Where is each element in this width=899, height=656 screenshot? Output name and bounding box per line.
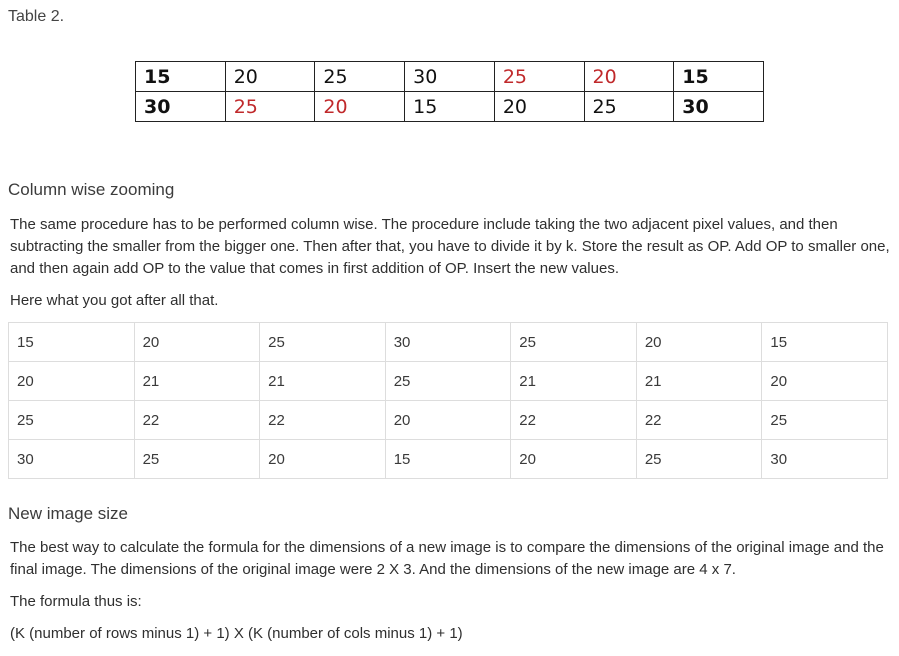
table-2-cell: 30	[673, 91, 764, 122]
zoom-table-cell: 20	[8, 361, 135, 401]
table-2-cell: 25	[224, 91, 316, 122]
zoom-table-cell: 20	[384, 400, 512, 440]
table-2-cell: 25	[493, 61, 585, 92]
zoom-table-cell: 21	[133, 361, 261, 401]
table-2: 15 20 25 30 25 20 15 30 25 20 15 20 25 30	[135, 61, 764, 122]
procedure-paragraph: The same procedure has to be performed c…	[10, 216, 890, 277]
zoom-table-cell: 20	[133, 322, 261, 362]
table-2-cell: 15	[404, 91, 495, 122]
zoom-table-row: 25 22 22 20 22 22 25	[8, 400, 888, 440]
image-size-paragraph: The best way to calculate the formula fo…	[10, 539, 884, 578]
zoom-table-cell: 22	[133, 400, 261, 440]
table-2-cell: 25	[314, 61, 406, 92]
zoom-table-cell: 25	[8, 400, 135, 440]
zoom-table-cell: 20	[635, 322, 763, 362]
formula-text: (K (number of rows minus 1) + 1) X (K (n…	[10, 625, 463, 642]
zoom-table-cell: 21	[259, 361, 386, 401]
zoom-table-cell: 20	[761, 361, 888, 401]
zoom-table-row: 20 21 21 25 21 21 20	[8, 361, 888, 401]
zoom-table-cell: 21	[635, 361, 763, 401]
zoom-table-cell: 15	[761, 322, 888, 362]
section-heading-new-image-size: New image size	[8, 504, 128, 523]
zoom-table-cell: 15	[8, 322, 135, 362]
zoom-table-cell: 22	[259, 400, 386, 440]
zoomed-result-table: 15 20 25 30 25 20 15 20 21 21 25 21 21 20 25 22 22 20 22 22…	[8, 322, 888, 479]
zoom-table-cell: 20	[510, 439, 637, 479]
zoom-table-cell: 25	[510, 322, 637, 362]
table-2-cell: 25	[583, 91, 675, 122]
table-2-cell: 20	[224, 61, 316, 92]
table-caption: Table 2.	[8, 8, 65, 25]
result-intro-text: Here what you got after all that.	[10, 292, 219, 309]
table-2-row: 15 20 25 30 25 20 15	[135, 61, 764, 92]
table-2-cell: 30	[135, 91, 226, 122]
table-2-cell: 15	[673, 61, 764, 92]
zoom-table-cell: 30	[761, 439, 888, 479]
zoom-table-cell: 21	[510, 361, 637, 401]
zoom-table-row: 30 25 20 15 20 25 30	[8, 439, 888, 479]
zoom-table-row: 15 20 25 30 25 20 15	[8, 322, 888, 362]
table-2-row: 30 25 20 15 20 25 30	[135, 91, 764, 122]
zoom-table-cell: 25	[635, 439, 763, 479]
zoom-table-cell: 25	[384, 361, 512, 401]
zoom-table-cell: 25	[259, 322, 386, 362]
table-2-cell: 15	[135, 61, 226, 92]
section-heading-column-wise-zooming: Column wise zooming	[8, 180, 175, 199]
zoom-table-cell: 25	[761, 400, 888, 440]
table-2-cell: 20	[583, 61, 675, 92]
zoom-table-cell: 20	[259, 439, 386, 479]
zoom-table-cell: 22	[510, 400, 637, 440]
table-2-cell: 20	[493, 91, 585, 122]
zoom-table-cell: 30	[384, 322, 512, 362]
table-2-cell: 20	[314, 91, 406, 122]
zoom-table-cell: 30	[8, 439, 135, 479]
formula-intro-text: The formula thus is:	[10, 593, 142, 610]
zoom-table-cell: 25	[133, 439, 261, 479]
zoom-table-cell: 15	[384, 439, 512, 479]
zoom-table-cell: 22	[635, 400, 763, 440]
table-2-cell: 30	[404, 61, 495, 92]
